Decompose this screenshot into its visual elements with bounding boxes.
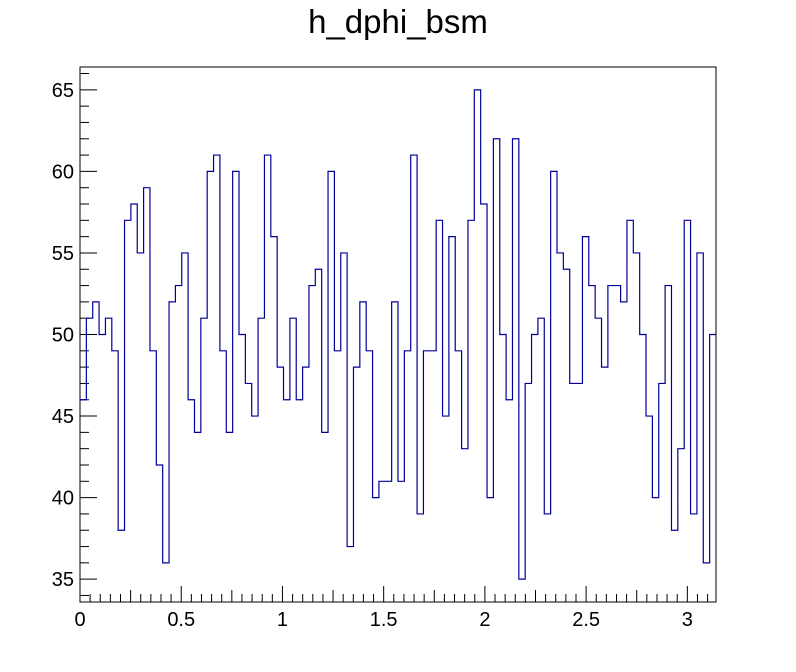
y-tick-label: 40 xyxy=(52,488,74,510)
y-tick-label: 50 xyxy=(52,325,74,347)
chart-title: h_dphi_bsm xyxy=(308,3,488,40)
x-tick-label: 3 xyxy=(682,609,693,631)
histogram-line xyxy=(80,89,716,580)
x-tick-label: 2 xyxy=(479,609,490,631)
x-tick-label: 2.5 xyxy=(572,609,600,631)
x-tick-label: 0 xyxy=(74,609,85,631)
axis-ticks xyxy=(79,73,709,602)
y-tick-label: 65 xyxy=(52,80,74,102)
x-tick-label: 1.5 xyxy=(370,609,398,631)
y-tick-label: 55 xyxy=(52,243,74,265)
y-tick-label: 35 xyxy=(52,569,74,591)
x-tick-label: 0.5 xyxy=(167,609,195,631)
x-tick-label: 1 xyxy=(277,609,288,631)
y-tick-label: 45 xyxy=(52,406,74,428)
y-tick-label: 60 xyxy=(52,161,74,183)
axis-tick-labels: 0 0.5 1 1.5 2 2.5 3 35 40 45 50 55 60 65 xyxy=(52,80,693,631)
